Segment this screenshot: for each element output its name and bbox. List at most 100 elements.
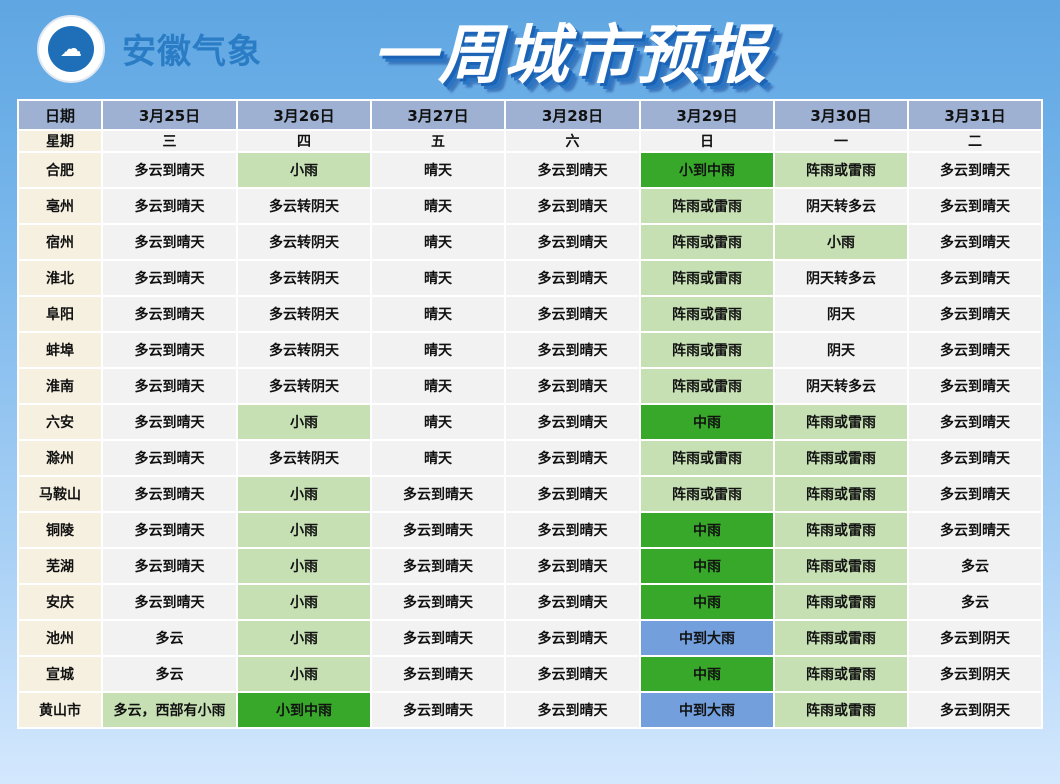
forecast-cell: 多云到晴天 [504, 439, 641, 477]
forecast-cell: 多云到晴天 [907, 511, 1043, 549]
city-name: 宣城 [17, 655, 103, 693]
forecast-cell: 多云到晴天 [504, 691, 641, 729]
forecast-cell: 多云到晴天 [101, 259, 238, 297]
forecast-cell: 阵雨或雷雨 [639, 331, 775, 369]
city-name: 马鞍山 [17, 475, 103, 513]
forecast-cell: 小雨 [236, 403, 372, 441]
forecast-cell: 多云到阴天 [907, 655, 1043, 693]
forecast-cell: 晴天 [370, 223, 506, 261]
forecast-cell: 阵雨或雷雨 [639, 223, 775, 261]
forecast-cell: 多云到晴天 [907, 259, 1043, 297]
city-name: 阜阳 [17, 295, 103, 333]
forecast-cell: 多云 [101, 655, 238, 693]
forecast-cell: 多云到晴天 [101, 367, 238, 405]
forecast-cell: 多云到晴天 [370, 691, 506, 729]
city-name: 宿州 [17, 223, 103, 261]
date-header: 3月26日 [236, 99, 372, 131]
forecast-cell: 阵雨或雷雨 [639, 295, 775, 333]
forecast-cell: 多云到晴天 [907, 223, 1043, 261]
forecast-cell: 小雨 [236, 511, 372, 549]
forecast-cell: 多云到晴天 [504, 547, 641, 585]
city-row: 宿州 多云到晴天 多云转阴天 晴天 多云到晴天 阵雨或雷雨 小雨 多云到晴天 [17, 223, 1043, 261]
date-header: 3月30日 [773, 99, 909, 131]
forecast-cell: 多云到晴天 [370, 619, 506, 657]
weekday-label: 星期 [17, 129, 103, 153]
city-row: 黄山市 多云，西部有小雨 小到中雨 多云到晴天 多云到晴天 中到大雨 阵雨或雷雨 多云到阴天 [17, 691, 1043, 729]
forecast-cell: 阵雨或雷雨 [639, 367, 775, 405]
forecast-cell: 多云转阴天 [236, 439, 372, 477]
city-row: 淮南 多云到晴天 多云转阴天 晴天 多云到晴天 阵雨或雷雨 阴天转多云 多云到晴天 [17, 367, 1043, 405]
date-header: 3月29日 [639, 99, 775, 131]
forecast-cell: 多云到晴天 [504, 295, 641, 333]
weekday-cell: 一 [773, 129, 909, 153]
forecast-cell: 多云到晴天 [101, 223, 238, 261]
forecast-cell: 晴天 [370, 259, 506, 297]
city-row: 芜湖 多云到晴天 小雨 多云到晴天 多云到晴天 中雨 阵雨或雷雨 多云 [17, 547, 1043, 585]
forecast-cell: 多云 [907, 583, 1043, 621]
forecast-cell: 多云到晴天 [370, 655, 506, 693]
forecast-cell: 阵雨或雷雨 [639, 439, 775, 477]
forecast-cell: 阵雨或雷雨 [773, 547, 909, 585]
city-row: 滁州 多云到晴天 多云转阴天 晴天 多云到晴天 阵雨或雷雨 阵雨或雷雨 多云到晴天 [17, 439, 1043, 477]
forecast-cell: 多云到晴天 [101, 583, 238, 621]
brand-name: 安徽气象 [122, 32, 262, 72]
weekday-row: 星期 三四五六日一二 [17, 129, 1043, 153]
forecast-cell: 阴天 [773, 295, 909, 333]
forecast-cell: 阵雨或雷雨 [773, 655, 909, 693]
forecast-cell: 阴天转多云 [773, 187, 909, 225]
forecast-cell: 多云到晴天 [504, 367, 641, 405]
forecast-cell: 多云到晴天 [101, 439, 238, 477]
forecast-cell: 多云，西部有小雨 [101, 691, 238, 729]
city-name: 池州 [17, 619, 103, 657]
forecast-cell: 多云到晴天 [907, 331, 1043, 369]
forecast-cell: 多云到晴天 [907, 367, 1043, 405]
forecast-cell: 多云转阴天 [236, 367, 372, 405]
city-row: 铜陵 多云到晴天 小雨 多云到晴天 多云到晴天 中雨 阵雨或雷雨 多云到晴天 [17, 511, 1043, 549]
cloud-icon: ☁ [48, 26, 94, 72]
city-row: 淮北 多云到晴天 多云转阴天 晴天 多云到晴天 阵雨或雷雨 阴天转多云 多云到晴天 [17, 259, 1043, 297]
forecast-cell: 阵雨或雷雨 [773, 691, 909, 729]
forecast-cell: 中雨 [639, 403, 775, 441]
forecast-cell: 多云到晴天 [907, 187, 1043, 225]
forecast-cell: 多云到晴天 [504, 331, 641, 369]
city-row: 安庆 多云到晴天 小雨 多云到晴天 多云到晴天 中雨 阵雨或雷雨 多云 [17, 583, 1043, 621]
city-row: 池州 多云 小雨 多云到晴天 多云到晴天 中到大雨 阵雨或雷雨 多云到阴天 [17, 619, 1043, 657]
forecast-cell: 阵雨或雷雨 [639, 259, 775, 297]
forecast-cell: 多云到晴天 [101, 547, 238, 585]
forecast-cell: 中雨 [639, 547, 775, 585]
forecast-cell: 多云到晴天 [101, 295, 238, 333]
date-header-row: 日期 3月25日 3月26日 3月27日 3月28日 3月29日 3月30日 3月31日 [17, 99, 1043, 131]
forecast-cell: 中到大雨 [639, 619, 775, 657]
city-name: 安庆 [17, 583, 103, 621]
page-title: 一周城市预报 [372, 18, 768, 93]
city-row: 亳州 多云到晴天 多云转阴天 晴天 多云到晴天 阵雨或雷雨 阴天转多云 多云到晴天 [17, 187, 1043, 225]
forecast-cell: 小雨 [236, 151, 372, 189]
forecast-cell: 多云到晴天 [907, 439, 1043, 477]
city-name: 亳州 [17, 187, 103, 225]
bureau-logo: ☁ [37, 15, 105, 83]
forecast-cell: 阵雨或雷雨 [773, 403, 909, 441]
forecast-cell: 中雨 [639, 583, 775, 621]
forecast-cell: 晴天 [370, 295, 506, 333]
city-name: 淮南 [17, 367, 103, 405]
forecast-cell: 多云到晴天 [504, 619, 641, 657]
forecast-cell: 晴天 [370, 403, 506, 441]
city-row: 合肥 多云到晴天 小雨 晴天 多云到晴天 小到中雨 阵雨或雷雨 多云到晴天 [17, 151, 1043, 189]
forecast-cell: 阴天转多云 [773, 259, 909, 297]
weekday-cell: 二 [907, 129, 1043, 153]
city-name: 黄山市 [17, 691, 103, 729]
forecast-cell: 多云到晴天 [907, 295, 1043, 333]
forecast-cell: 多云到晴天 [504, 403, 641, 441]
forecast-cell: 晴天 [370, 187, 506, 225]
forecast-cell: 多云到晴天 [907, 475, 1043, 513]
weekday-cell: 日 [639, 129, 775, 153]
forecast-cell: 小雨 [236, 583, 372, 621]
forecast-cell: 晴天 [370, 439, 506, 477]
city-name: 蚌埠 [17, 331, 103, 369]
forecast-cell: 多云到阴天 [907, 619, 1043, 657]
forecast-cell: 小雨 [236, 475, 372, 513]
forecast-cell: 多云到晴天 [101, 475, 238, 513]
city-name: 滁州 [17, 439, 103, 477]
forecast-cell: 阴天 [773, 331, 909, 369]
forecast-cell: 阵雨或雷雨 [773, 151, 909, 189]
